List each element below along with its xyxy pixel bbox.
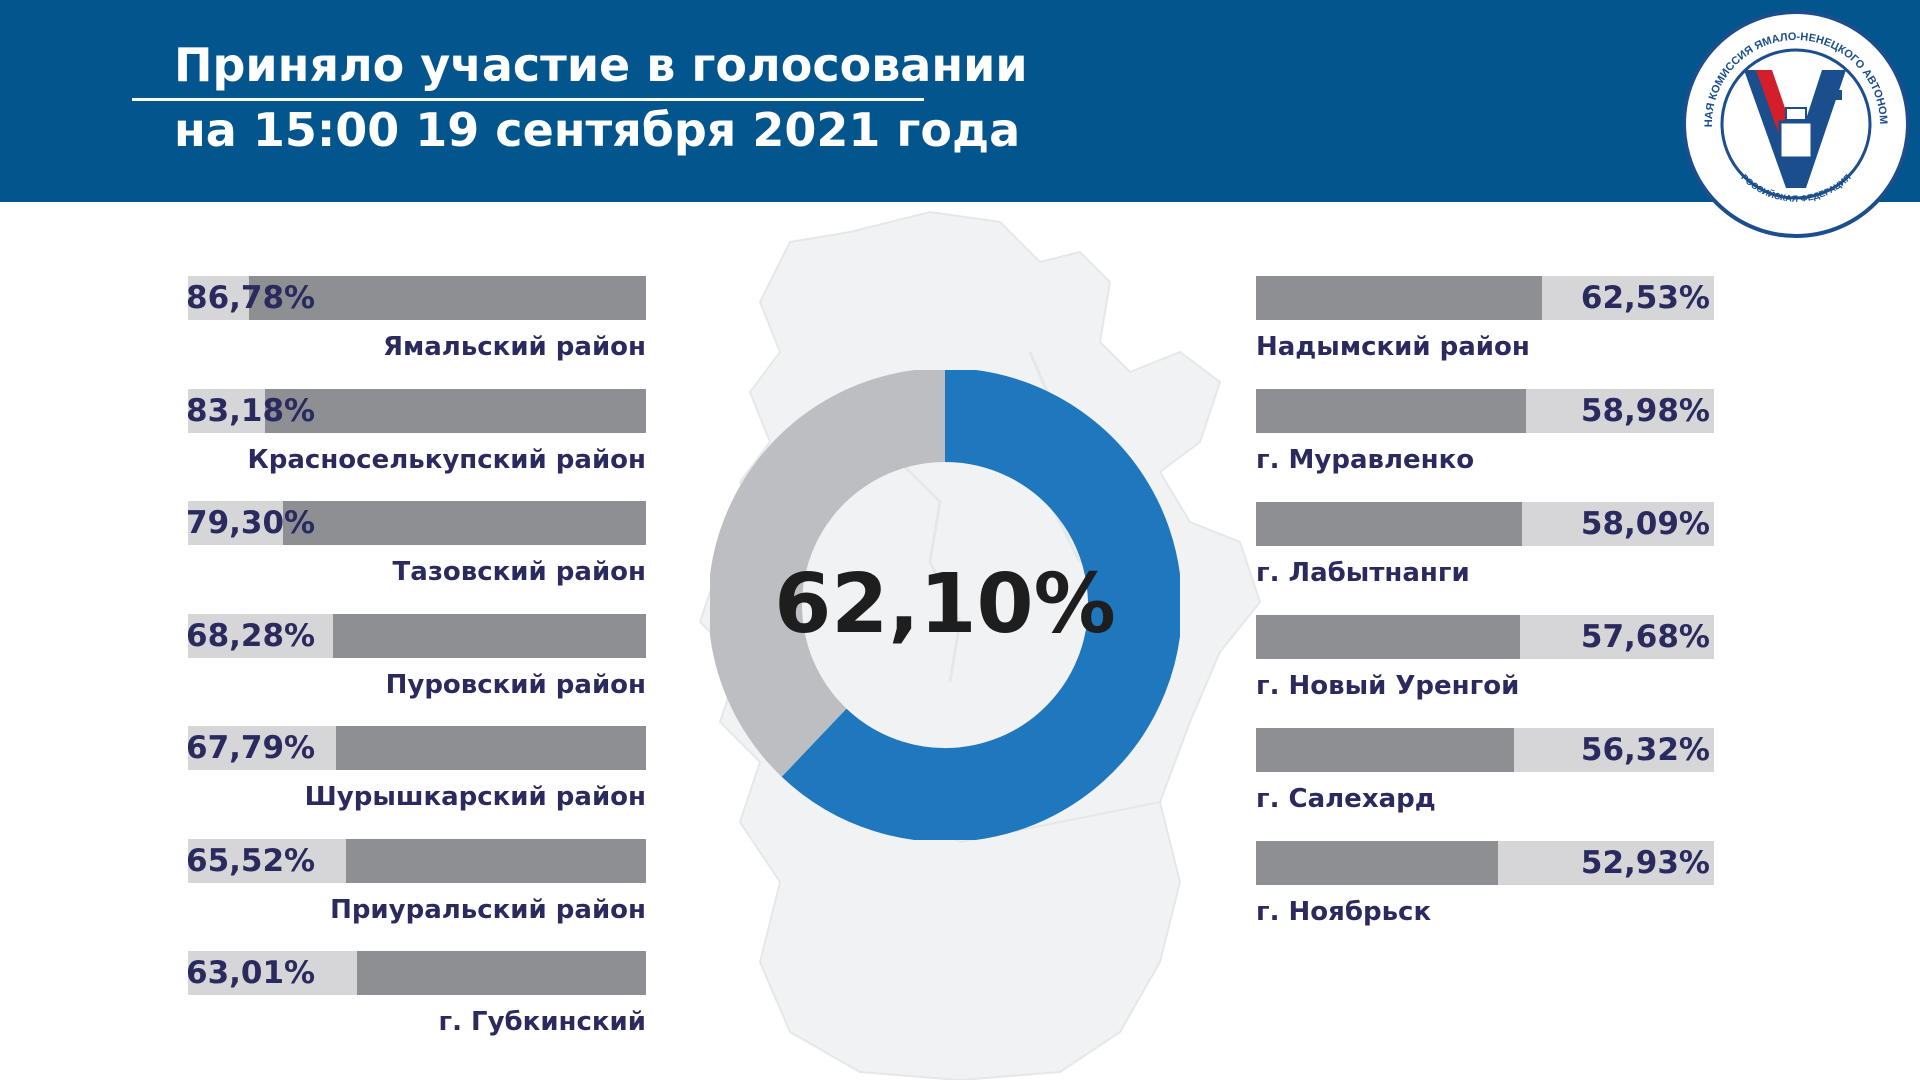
bar-value-label: 58,98%	[1580, 393, 1710, 429]
bar-value-label: 52,93%	[1580, 845, 1710, 881]
bar-value-label: 56,32%	[1580, 732, 1710, 768]
donut-slice-remaining	[710, 370, 947, 777]
donut-center-value: 62,10%	[774, 557, 1116, 652]
bar-track	[188, 838, 646, 883]
bar-category-label: Ямальский район	[382, 332, 646, 362]
bar-fill	[1256, 615, 1520, 659]
bar-fill	[265, 388, 646, 433]
bar-track	[1256, 615, 1714, 659]
bar-fill	[1256, 502, 1522, 546]
bar-fill	[346, 838, 646, 883]
bar-category-label: Шурышкарский район	[304, 782, 646, 812]
bar-category-label: Приуральский район	[330, 894, 646, 925]
bar-fill	[1256, 389, 1526, 433]
donut-chart	[710, 370, 1180, 840]
ballot-box-icon	[1778, 120, 1814, 160]
bar-category-label: г. Губкинский	[438, 1007, 646, 1037]
bar-value-label: 62,53%	[1580, 280, 1710, 316]
page-title-line2: на 15:00 19 сентября 2021 года	[174, 103, 1021, 157]
bar-value-label: 67,79%	[186, 730, 316, 766]
bar-value-label: 86,78%	[186, 280, 316, 316]
bar-category-label: г. Лабытнанги	[1256, 558, 1470, 588]
bar-track	[1256, 276, 1714, 320]
bar-category-label: г. Ноябрьск	[1256, 897, 1432, 927]
bar-value-label: 63,01%	[186, 955, 316, 991]
bar-category-label: Пуровский район	[385, 669, 646, 700]
bar-track	[188, 388, 646, 433]
bar-track	[188, 726, 646, 770]
bar-track	[1256, 502, 1714, 546]
election-commission-logo: ИЗБИРАТЕЛЬНАЯ КОМИССИЯ ЯМАЛО-НЕНЕЦКОГО А…	[1672, 0, 1910, 238]
bar-value-label: 83,18%	[186, 392, 316, 429]
donut-slice-voted	[781, 370, 1180, 840]
bar-fill	[1256, 841, 1498, 885]
bar-track	[188, 951, 646, 995]
bar-track	[188, 276, 646, 320]
title-divider	[132, 98, 924, 101]
bar-fill	[1256, 728, 1514, 772]
bar-category-label: Тазовский район	[392, 557, 646, 587]
bar-category-label: Надымский район	[1256, 332, 1530, 362]
bar-value-label: 79,30%	[186, 505, 316, 541]
bar-track	[1256, 389, 1714, 433]
bar-category-label: Красноселькупский район	[247, 444, 646, 475]
bar-fill	[249, 276, 646, 320]
bar-value-label: 57,68%	[1580, 619, 1710, 655]
bar-fill	[283, 501, 646, 545]
bar-fill	[333, 613, 646, 658]
header-banner	[0, 0, 1920, 202]
bar-value-label: 68,28%	[186, 617, 316, 654]
bar-category-label: г. Новый Уренгой	[1256, 671, 1520, 701]
bar-track	[188, 501, 646, 545]
bar-track	[1256, 841, 1714, 885]
page-title-line1: Приняло участие в голосовании	[174, 38, 1028, 92]
bar-value-label: 65,52%	[186, 842, 316, 879]
bar-fill	[336, 726, 646, 770]
bar-category-label: г. Муравленко	[1256, 445, 1475, 475]
bar-track	[188, 613, 646, 658]
bar-fill	[357, 951, 646, 995]
bar-category-label: г. Салехард	[1256, 784, 1436, 814]
bar-value-label: 58,09%	[1580, 506, 1710, 542]
bar-fill	[1256, 276, 1542, 320]
bar-track	[1256, 728, 1714, 772]
